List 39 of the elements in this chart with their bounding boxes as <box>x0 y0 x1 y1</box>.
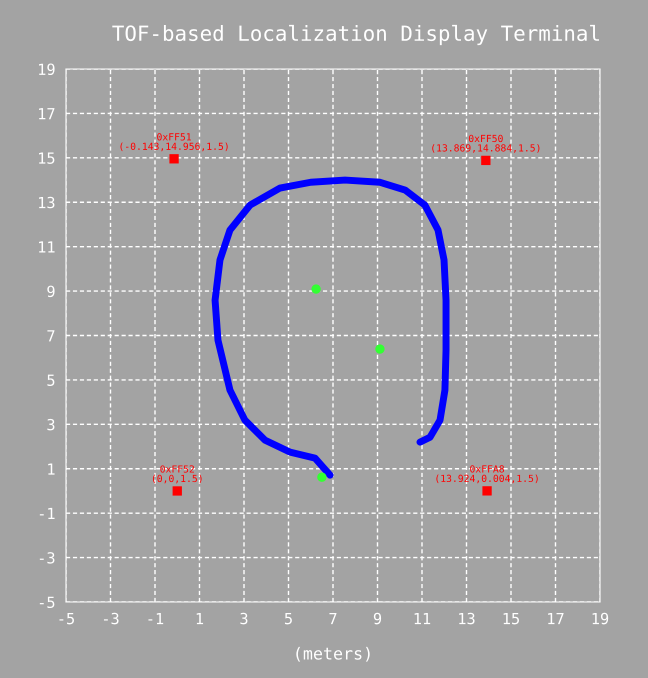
point <box>375 344 385 354</box>
point <box>172 486 182 496</box>
x-tick-label: 5 <box>284 612 292 624</box>
x-tick-label: 11 <box>414 612 430 624</box>
chart-title: TOF-based Localization Display Terminal <box>112 24 599 46</box>
point <box>482 486 492 496</box>
annotation: 0xFF51 (-0.143,14.956,1.5) <box>120 133 228 152</box>
annotation: 0xFFA8 (13.924,0.004,1.5) <box>436 465 538 484</box>
x-tick-label: 15 <box>504 612 519 624</box>
annotation: 0xFF50 (13.869,14.884,1.5) <box>432 134 540 153</box>
y-tick-label: 1 <box>48 463 55 475</box>
x-tick-label: 1 <box>196 612 204 624</box>
y-tick-label: 7 <box>47 330 54 342</box>
annotation: 0xFF52 (0,0,1.5) <box>152 465 202 484</box>
y-tick-label: 19 <box>39 64 55 76</box>
y-tick-label: 13 <box>39 196 54 208</box>
y-tick-label: 17 <box>39 108 54 120</box>
y-tick-label: 3 <box>47 418 54 430</box>
y-tick-label: -3 <box>40 552 54 564</box>
y-tick-label: -1 <box>40 508 55 520</box>
x-tick-label: 9 <box>374 612 382 624</box>
y-tick-label: 11 <box>39 241 55 253</box>
x-axis-title: (meters) <box>296 646 370 662</box>
x-tick-label: -1 <box>148 612 164 624</box>
point <box>311 284 321 294</box>
x-tick-label: -3 <box>104 612 119 624</box>
x-tick-label: 7 <box>329 612 336 624</box>
x-tick-label: 3 <box>240 612 248 624</box>
y-tick-label: 9 <box>47 286 55 298</box>
y-tick-label: 15 <box>39 152 54 164</box>
x-tick-label: 17 <box>548 612 564 624</box>
point <box>169 154 179 164</box>
x-tick-label: 13 <box>459 612 475 624</box>
x-tick-label: -5 <box>59 612 74 624</box>
point <box>317 472 327 482</box>
x-tick-label: 19 <box>592 612 608 624</box>
point <box>481 156 490 166</box>
y-tick-label: -5 <box>40 596 54 608</box>
y-tick-label: 5 <box>47 374 54 386</box>
